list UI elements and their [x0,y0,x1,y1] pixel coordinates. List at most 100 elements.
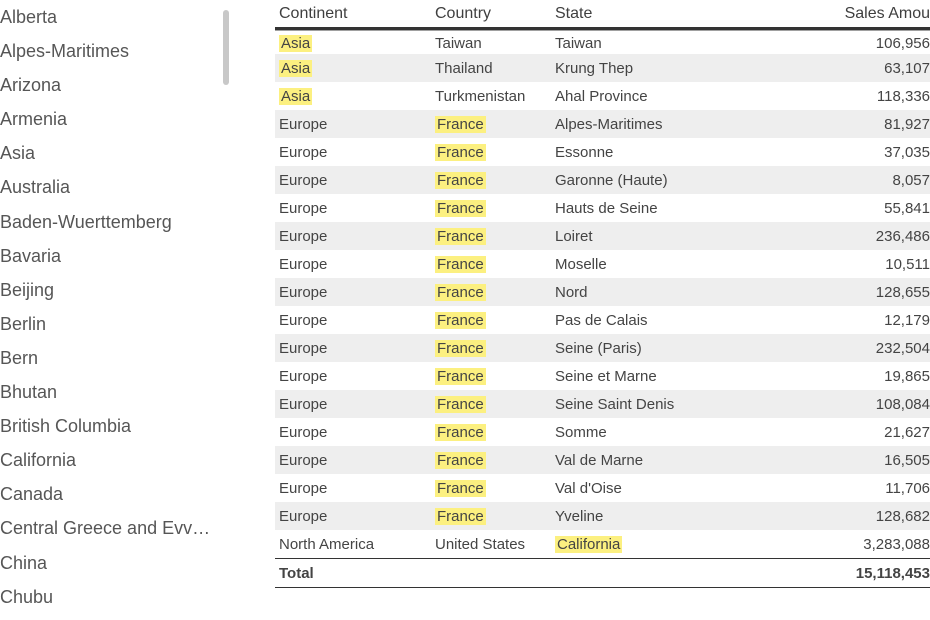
table-row[interactable]: EuropeFranceSeine (Paris)232,504 [275,334,930,362]
slicer-panel: AlbertaAlpes-MaritimesArizonaArmeniaAsia… [0,0,235,620]
cell-sales: 19,865 [795,368,930,385]
slicer-item[interactable]: Central Greece and Evv… [0,511,235,545]
table-row[interactable]: EuropeFranceSeine Saint Denis108,084 [275,390,930,418]
table-header-row: Continent Country State Sales Amou [275,0,930,30]
slicer-item[interactable]: Bavaria [0,239,235,273]
slicer-item[interactable]: Chubu [0,580,235,614]
cell-state: California [555,536,795,553]
cell-state: Seine (Paris) [555,340,795,357]
table-row[interactable]: EuropeFranceSeine et Marne19,865 [275,362,930,390]
cell-sales: 63,107 [795,60,930,77]
total-sales: 15,118,453 [795,565,930,582]
cell-state: Somme [555,424,795,441]
table-row[interactable]: EuropeFranceGaronne (Haute)8,057 [275,166,930,194]
cell-sales: 106,956 [795,35,930,52]
table-row[interactable]: EuropeFranceSomme21,627 [275,418,930,446]
table-row[interactable]: EuropeFranceMoselle10,511 [275,250,930,278]
cell-country: Turkmenistan [435,88,555,105]
cell-state: Taiwan [555,35,795,52]
slicer-item[interactable]: Alpes-Maritimes [0,34,235,68]
cell-continent: Europe [275,396,435,413]
table-row[interactable]: EuropeFranceHauts de Seine55,841 [275,194,930,222]
cell-sales: 81,927 [795,116,930,133]
cell-country: France [435,340,555,357]
total-label: Total [275,565,435,582]
slicer-item[interactable]: Berlin [0,307,235,341]
cell-state: Seine Saint Denis [555,396,795,413]
cell-sales: 236,486 [795,228,930,245]
slicer-item[interactable]: Alberta [0,0,235,34]
cell-sales: 3,283,088 [795,536,930,553]
cell-state: Ahal Province [555,88,795,105]
cell-country: United States [435,536,555,553]
slicer-item[interactable]: China [0,546,235,580]
cell-continent: Europe [275,284,435,301]
table-row[interactable]: EuropeFranceNord128,655 [275,278,930,306]
table-total-row: Total 15,118,453 [275,558,930,588]
cell-state: Loiret [555,228,795,245]
cell-sales: 118,336 [795,88,930,105]
cell-state: Moselle [555,256,795,273]
table-row[interactable]: AsiaTurkmenistanAhal Province118,336 [275,82,930,110]
header-sales[interactable]: Sales Amou [795,5,930,23]
cell-country: France [435,480,555,497]
cell-continent: Europe [275,228,435,245]
cell-sales: 37,035 [795,144,930,161]
slicer-item[interactable]: Baden-Wuerttemberg [0,205,235,239]
cell-continent: Europe [275,424,435,441]
cell-state: Seine et Marne [555,368,795,385]
cell-country: France [435,396,555,413]
cell-sales: 12,179 [795,312,930,329]
cell-sales: 21,627 [795,424,930,441]
table-row[interactable]: North AmericaUnited StatesCalifornia3,28… [275,530,930,558]
table-row[interactable]: EuropeFranceAlpes-Maritimes81,927 [275,110,930,138]
cell-country: France [435,368,555,385]
slicer-item[interactable]: Asia [0,136,235,170]
cell-country: France [435,508,555,525]
cell-continent: Europe [275,116,435,133]
table-row[interactable]: EuropeFranceVal d'Oise11,706 [275,474,930,502]
slicer-item[interactable]: Canada [0,477,235,511]
cell-continent: Europe [275,340,435,357]
cell-continent: Asia [275,35,435,52]
cell-sales: 8,057 [795,172,930,189]
cell-sales: 128,682 [795,508,930,525]
cell-sales: 108,084 [795,396,930,413]
slicer-item[interactable]: British Columbia [0,409,235,443]
slicer-item[interactable]: Armenia [0,102,235,136]
slicer-item[interactable]: Arizona [0,68,235,102]
cell-country: Thailand [435,60,555,77]
cell-continent: Europe [275,144,435,161]
table-row[interactable]: AsiaTaiwanTaiwan106,956 [275,30,930,54]
slicer-item[interactable]: Bhutan [0,375,235,409]
slicer-item[interactable]: Bern [0,341,235,375]
cell-continent: Asia [275,88,435,105]
table-row[interactable]: EuropeFrancePas de Calais12,179 [275,306,930,334]
cell-state: Val d'Oise [555,480,795,497]
cell-continent: North America [275,536,435,553]
table-row[interactable]: EuropeFranceYveline128,682 [275,502,930,530]
slicer-item[interactable]: California [0,443,235,477]
cell-country: France [435,256,555,273]
cell-continent: Europe [275,508,435,525]
table-row[interactable]: EuropeFranceEssonne37,035 [275,138,930,166]
slicer-item[interactable]: Beijing [0,273,235,307]
scrollbar-thumb[interactable] [223,10,229,85]
cell-continent: Europe [275,452,435,469]
table-row[interactable]: EuropeFranceVal de Marne16,505 [275,446,930,474]
table-row[interactable]: AsiaThailandKrung Thep63,107 [275,54,930,82]
cell-state: Alpes-Maritimes [555,116,795,133]
cell-sales: 11,706 [795,480,930,497]
cell-state: Essonne [555,144,795,161]
header-country[interactable]: Country [435,5,555,23]
cell-continent: Europe [275,368,435,385]
slicer-item[interactable]: Australia [0,170,235,204]
table-row[interactable]: EuropeFranceLoiret236,486 [275,222,930,250]
cell-continent: Europe [275,312,435,329]
cell-sales: 128,655 [795,284,930,301]
cell-state: Hauts de Seine [555,200,795,217]
header-continent[interactable]: Continent [275,5,435,23]
slicer-item[interactable]: Chuy Province [0,614,235,620]
header-state[interactable]: State [555,5,795,23]
cell-country: France [435,172,555,189]
